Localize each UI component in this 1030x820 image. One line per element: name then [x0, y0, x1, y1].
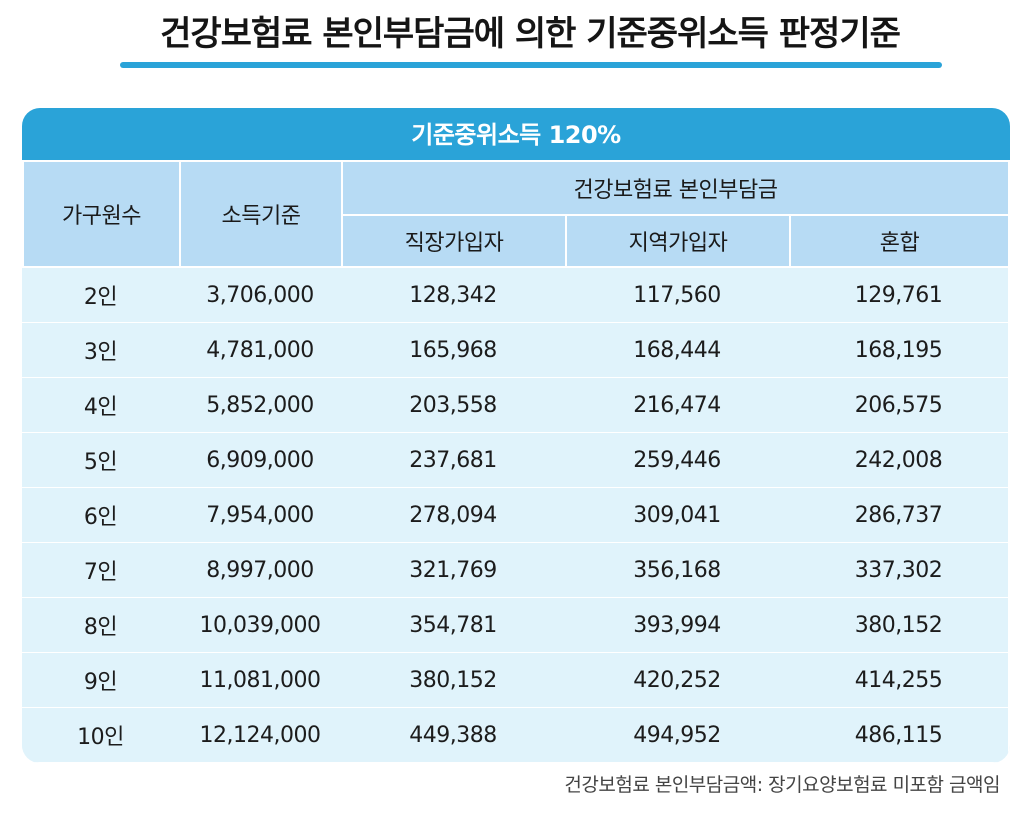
cell-mixed: 168,195: [789, 323, 1010, 379]
cell-mixed: 337,302: [789, 543, 1010, 599]
table-band-title: 기준중위소득 120%: [22, 108, 1010, 160]
cell-employee: 321,769: [341, 543, 567, 599]
header-employee: 직장가입자: [341, 214, 567, 268]
cell-employee: 380,152: [341, 653, 567, 709]
footnote: 건강보험료 본인부담금액: 장기요양보험료 미포함 금액임: [564, 774, 1000, 796]
cell-employee: 354,781: [341, 598, 567, 654]
cell-mixed: 242,008: [789, 433, 1010, 489]
header-mixed: 혼합: [789, 214, 1010, 268]
cell-household: 7인: [22, 543, 181, 599]
header-household: 가구원수: [22, 160, 181, 268]
cell-income: 6,909,000: [179, 433, 343, 489]
cell-household: 6인: [22, 488, 181, 544]
cell-income: 4,781,000: [179, 323, 343, 379]
cell-regional: 117,560: [565, 268, 791, 324]
cell-household: 9인: [22, 653, 181, 709]
cell-regional: 356,168: [565, 543, 791, 599]
cell-income: 8,997,000: [179, 543, 343, 599]
cell-household: 8인: [22, 598, 181, 654]
cell-regional: 168,444: [565, 323, 791, 379]
cell-mixed: 380,152: [789, 598, 1010, 654]
header-premium-group: 건강보험료 본인부담금: [341, 160, 1010, 216]
cell-mixed: 206,575: [789, 378, 1010, 434]
cell-income: 10,039,000: [179, 598, 343, 654]
cell-income: 7,954,000: [179, 488, 343, 544]
cell-household: 10인: [22, 708, 181, 763]
cell-regional: 216,474: [565, 378, 791, 434]
header-regional: 지역가입자: [565, 214, 791, 268]
title-underline: [120, 62, 942, 68]
income-standard-table: 기준중위소득 120% 가구원수 소득기준 건강보험료 본인부담금 직장가입자 …: [22, 108, 1010, 763]
page-title: 건강보험료 본인부담금에 의한 기준중위소득 판정기준: [160, 14, 901, 54]
cell-household: 2인: [22, 268, 181, 324]
cell-mixed: 129,761: [789, 268, 1010, 324]
cell-regional: 309,041: [565, 488, 791, 544]
cell-mixed: 486,115: [789, 708, 1010, 763]
cell-employee: 237,681: [341, 433, 567, 489]
cell-mixed: 414,255: [789, 653, 1010, 709]
cell-household: 4인: [22, 378, 181, 434]
cell-household: 3인: [22, 323, 181, 379]
cell-mixed: 286,737: [789, 488, 1010, 544]
cell-income: 3,706,000: [179, 268, 343, 324]
header-income: 소득기준: [179, 160, 343, 268]
cell-employee: 278,094: [341, 488, 567, 544]
cell-employee: 128,342: [341, 268, 567, 324]
cell-employee: 165,968: [341, 323, 567, 379]
cell-regional: 259,446: [565, 433, 791, 489]
cell-income: 5,852,000: [179, 378, 343, 434]
cell-regional: 393,994: [565, 598, 791, 654]
cell-employee: 449,388: [341, 708, 567, 763]
cell-income: 11,081,000: [179, 653, 343, 709]
cell-household: 5인: [22, 433, 181, 489]
cell-regional: 420,252: [565, 653, 791, 709]
cell-income: 12,124,000: [179, 708, 343, 763]
cell-regional: 494,952: [565, 708, 791, 763]
cell-employee: 203,558: [341, 378, 567, 434]
